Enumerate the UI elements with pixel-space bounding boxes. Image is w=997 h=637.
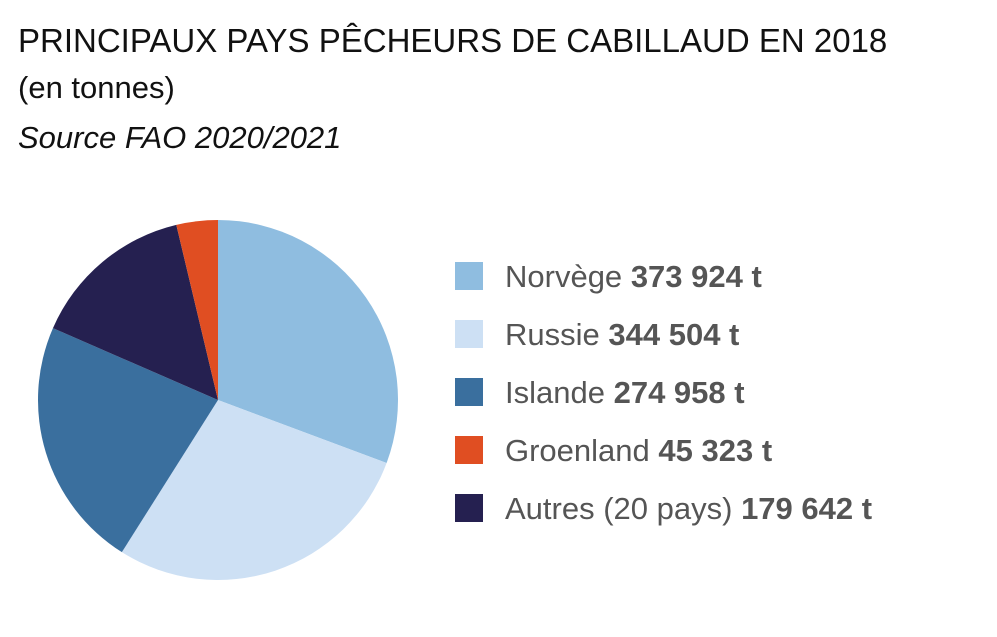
legend-entry: Islande 274 958 t: [505, 375, 745, 410]
value-label: 45 323 t: [658, 433, 772, 468]
value-label: 344 504 t: [608, 317, 739, 352]
legend-label: Autres (20 pays): [505, 491, 732, 526]
legend-label: Norvège: [505, 259, 622, 294]
chart-subtitle: (en tonnes): [18, 70, 175, 105]
value-label: 274 958 t: [614, 375, 745, 410]
legend-swatch: [455, 378, 483, 406]
legend-label: Groenland: [505, 433, 650, 468]
legend-swatch: [455, 494, 483, 522]
pie-slice: [176, 220, 218, 400]
legend-label: Russie: [505, 317, 600, 352]
legend-entry: Norvège 373 924 t: [505, 259, 762, 294]
pie-slice: [38, 328, 219, 553]
value-label: 179 642 t: [741, 491, 872, 526]
legend-entry: Autres (20 pays) 179 642 t: [505, 491, 872, 526]
legend-entry: Russie 344 504 t: [505, 317, 739, 352]
legend-swatch: [455, 436, 483, 464]
pie-slice: [121, 400, 387, 580]
pie-slice: [218, 220, 398, 464]
value-label: 373 924 t: [631, 259, 762, 294]
legend-swatch: [455, 262, 483, 290]
chart-title: PRINCIPAUX PAYS PÊCHEURS DE CABILLAUD EN…: [18, 22, 887, 59]
pie: [38, 220, 398, 580]
pie-slice: [52, 224, 218, 400]
legend-entry: Groenland 45 323 t: [505, 433, 772, 468]
legend-swatch: [455, 320, 483, 348]
chart-source: Source FAO 2020/2021: [18, 120, 341, 155]
legend-label: Islande: [505, 375, 605, 410]
